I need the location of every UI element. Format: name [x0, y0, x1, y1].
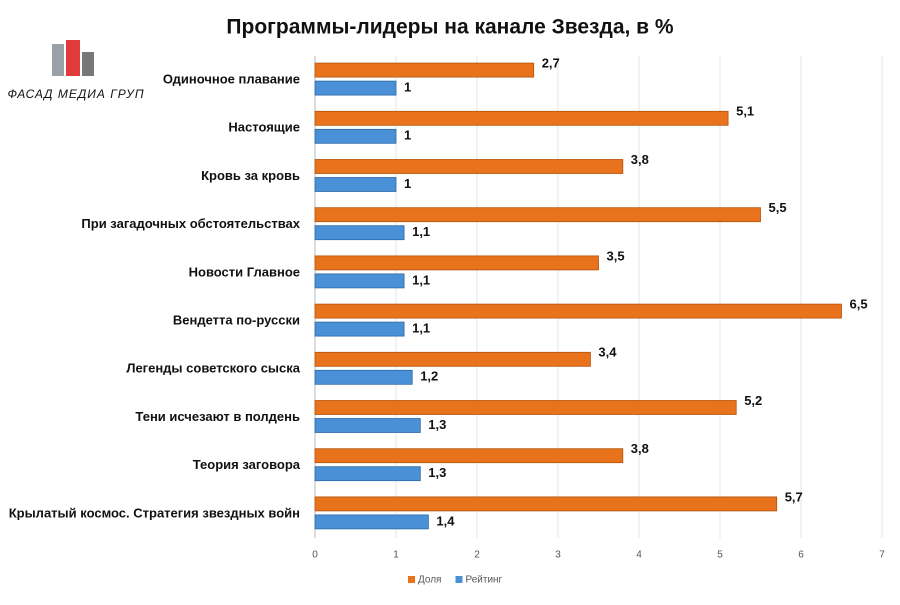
value-label: 5,1: [736, 104, 754, 119]
value-label: 1: [404, 176, 411, 191]
logo-shape: [82, 52, 94, 76]
bar: [314, 62, 535, 78]
y-tick-label: Тени исчезают в полдень: [135, 409, 300, 424]
x-tick-label: 5: [717, 550, 723, 561]
y-tick-label: Вендетта по-русски: [173, 313, 300, 328]
bar: [314, 207, 761, 223]
value-label: 5,2: [744, 393, 762, 408]
bar: [314, 496, 778, 512]
bar: [314, 466, 421, 482]
bar: [314, 225, 405, 241]
bar: [314, 369, 413, 385]
x-tick-label: 6: [798, 550, 804, 561]
bar: [314, 514, 429, 530]
value-label: 1,3: [428, 465, 446, 480]
x-tick-label: 1: [393, 550, 399, 561]
value-label: 1,1: [412, 272, 430, 287]
y-tick-label: Одиночное плавание: [163, 72, 300, 87]
value-label: 5,5: [769, 200, 787, 215]
value-label: 6,5: [850, 297, 868, 312]
logo-text: ФАСАД МЕДИА ГРУП: [7, 87, 144, 101]
bar: [314, 128, 397, 144]
bar: [314, 159, 624, 174]
x-tick-label: 3: [555, 550, 561, 561]
y-tick-label: Новости Главное: [189, 264, 300, 279]
y-tick-label: Крылатый космос. Стратегия звездных войн: [9, 505, 300, 520]
bar: [314, 351, 591, 367]
value-label: 2,7: [542, 56, 560, 71]
bar: [314, 273, 405, 289]
value-label: 1,2: [420, 369, 438, 384]
x-tick-label: 4: [636, 550, 642, 561]
logo-shape: [66, 40, 80, 76]
chart-title: Программы-лидеры на канале Звезда, в %: [226, 16, 674, 39]
value-label: 1,3: [428, 417, 446, 432]
y-tick-label: Кровь за кровь: [201, 168, 300, 183]
value-label: 3,4: [598, 345, 617, 360]
value-label: 5,7: [785, 489, 803, 504]
x-tick-label: 7: [879, 550, 885, 561]
bar: [314, 400, 737, 415]
value-label: 1,4: [436, 513, 455, 528]
value-label: 3,8: [631, 152, 649, 167]
y-tick-label: Легенды советского сыска: [126, 361, 300, 376]
bar: [314, 418, 421, 433]
x-tick-label: 0: [312, 550, 318, 561]
legend-label: Рейтинг: [465, 575, 502, 586]
bar: [314, 255, 599, 271]
y-tick-label: Настоящие: [228, 120, 300, 135]
bar: [314, 177, 397, 192]
legend-swatch: [408, 576, 415, 583]
bar: [314, 110, 729, 126]
bar: [314, 303, 842, 319]
y-tick-label: При загадочных обстоятельствах: [81, 216, 300, 231]
value-label: 1: [404, 80, 411, 95]
value-label: 3,5: [607, 248, 625, 263]
x-tick-label: 2: [474, 550, 480, 561]
logo: ФАСАД МЕДИА ГРУП: [7, 40, 144, 101]
value-label: 3,8: [631, 441, 649, 456]
legend-label: Доля: [418, 575, 441, 586]
logo-shape: [52, 44, 64, 76]
value-label: 1,1: [412, 224, 430, 239]
bar: [314, 321, 405, 337]
bar: [314, 448, 624, 464]
bar: [314, 80, 397, 96]
y-tick-label: Теория заговора: [193, 457, 301, 472]
value-label: 1,1: [412, 321, 430, 336]
value-label: 1: [404, 128, 411, 143]
legend-swatch: [455, 576, 463, 583]
